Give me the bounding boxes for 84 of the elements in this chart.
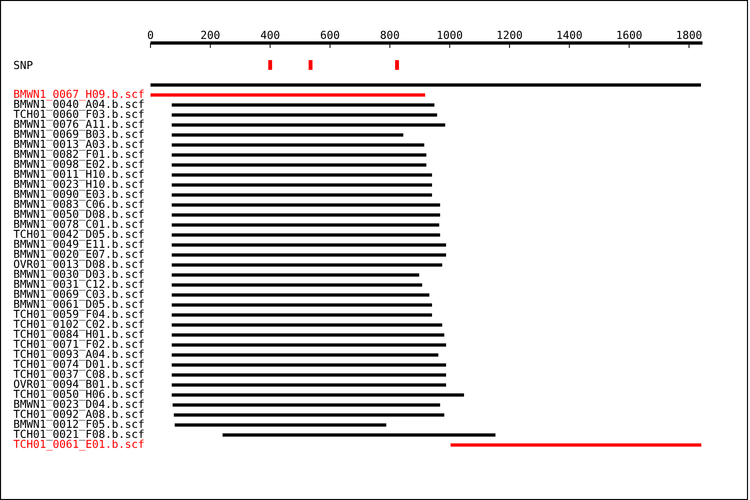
- y-tick-label: BMWN1_0061_D05.b.scf: [14, 300, 144, 310]
- y-tick-label: BMWN1_0067_H09.b.scf: [14, 90, 144, 100]
- y-tick-label: TCH01_0071_F02.b.scf: [14, 340, 144, 350]
- bar: [172, 133, 404, 137]
- bar: [172, 193, 432, 197]
- bar: [172, 273, 420, 277]
- y-tick-label: TCH01_0060_F03.b.scf: [14, 110, 144, 120]
- x-tick-label: 1000: [438, 30, 462, 40]
- y-tick-label: BMWN1_0049_E11.b.scf: [14, 240, 144, 250]
- y-tick-label: BMWN1_0076_A11.b.scf: [14, 120, 144, 130]
- x-tick-label: 1400: [558, 30, 582, 40]
- y-tick-label: BMWN1_0013_A03.b.scf: [14, 140, 144, 150]
- y-tick-label: BMWN1_0090_E03.b.scf: [14, 190, 144, 200]
- bar: [172, 183, 432, 187]
- bar: [172, 363, 446, 367]
- bar: [172, 293, 430, 297]
- y-tick-label: TCH01_0092_A08.b.scf: [14, 410, 144, 420]
- y-tick-label: BMWN1_0098_E02.b.scf: [14, 160, 144, 170]
- y-tick-label: TCH01_0093_A04.b.scf: [14, 350, 144, 360]
- bar: [172, 353, 438, 357]
- bar: [172, 113, 438, 117]
- bar: [172, 313, 432, 317]
- y-tick-label: BMWN1_0020_E07.b.scf: [14, 250, 144, 260]
- bar: [174, 423, 386, 427]
- y-tick-label: BMWN1_0030_D03.b.scf: [14, 270, 144, 280]
- bar: [222, 433, 496, 437]
- y-tick-label: BMWN1_0050_D08.b.scf: [14, 210, 144, 220]
- x-tick-label: 400: [260, 30, 280, 40]
- y-tick-label: BMWN1_0023_H10.b.scf: [14, 180, 144, 190]
- y-tick-label: TCH01_0021_F08.b.scf: [14, 430, 144, 440]
- y-tick-label: TCH01_0042_D05.b.scf: [14, 230, 144, 240]
- y-tick-label: BMWN1_0082_F01.b.scf: [14, 150, 144, 160]
- bar: [450, 443, 702, 447]
- bar: [172, 283, 422, 287]
- y-tick-label: TCH01_0059_F04.b.scf: [14, 310, 144, 320]
- bar: [150, 93, 426, 97]
- x-tick-label: 600: [320, 30, 340, 40]
- bar: [172, 203, 440, 207]
- bar: [172, 233, 440, 237]
- y-tick-label: BMWN1_0069_B03.b.scf: [14, 130, 144, 140]
- x-tick-label: 1800: [677, 30, 702, 40]
- x-tick-label: 1600: [617, 30, 642, 40]
- bar: [172, 263, 442, 267]
- bar: [172, 143, 424, 147]
- bar: [172, 333, 444, 337]
- y-tick-label: BMWN1_0031_C12.b.scf: [14, 280, 144, 290]
- x-tick-label: 800: [380, 30, 399, 40]
- bar: [172, 103, 434, 107]
- bar: [172, 223, 440, 227]
- y-tick-label: OVR01_0013_D08.b.scf: [14, 260, 144, 270]
- x-tick-label: 200: [201, 30, 220, 40]
- bar: [172, 213, 440, 217]
- bar: [172, 163, 426, 167]
- bar: [172, 403, 440, 407]
- bar: [172, 243, 446, 247]
- y-tick-label: SNP: [14, 60, 33, 70]
- y-tick-label: BMWN1_0078_C01.b.scf: [14, 220, 144, 230]
- bar: [172, 153, 426, 157]
- bar: [172, 383, 446, 387]
- bar: [174, 413, 444, 417]
- y-tick-label: BMWN1_0012_F05.b.scf: [14, 420, 144, 430]
- x-tick-label: 0: [148, 30, 154, 40]
- y-tick-label: OVR01_0094_B01.b.scf: [14, 380, 144, 390]
- y-tick-label: BMWN1_0040_A04.b.scf: [14, 100, 144, 110]
- y-tick-label: BMWN1_0011_H10.b.scf: [14, 170, 144, 180]
- y-tick-label: BMWN1_0023_D04.b.scf: [14, 400, 144, 410]
- bar: [172, 123, 446, 127]
- bar: [172, 323, 442, 327]
- y-tick-label: BMWN1_0083_C06.b.scf: [14, 200, 144, 210]
- y-tick-label: TCH01_0050_H06.b.scf: [14, 390, 144, 400]
- y-tick-label: TCH01_0084_H01.b.scf: [14, 330, 144, 340]
- y-tick-label: TCH01_0074_D01.b.scf: [14, 360, 144, 370]
- x-tick-label: 1200: [498, 30, 522, 40]
- bar: [172, 393, 464, 397]
- y-tick-label: TCH01_0037_C08.b.scf: [14, 370, 144, 380]
- bar: [172, 343, 446, 347]
- bar: [172, 373, 446, 377]
- y-tick-label: TCH01_0061_E01.b.scf: [14, 440, 144, 450]
- bar: [172, 173, 432, 177]
- bar: [172, 253, 446, 257]
- y-tick-label: TCH01_0102_C02.b.scf: [14, 320, 144, 330]
- bar: [172, 303, 432, 307]
- bar: [150, 83, 701, 87]
- y-tick-label: BMWN1_0069_C03.b.scf: [14, 290, 144, 300]
